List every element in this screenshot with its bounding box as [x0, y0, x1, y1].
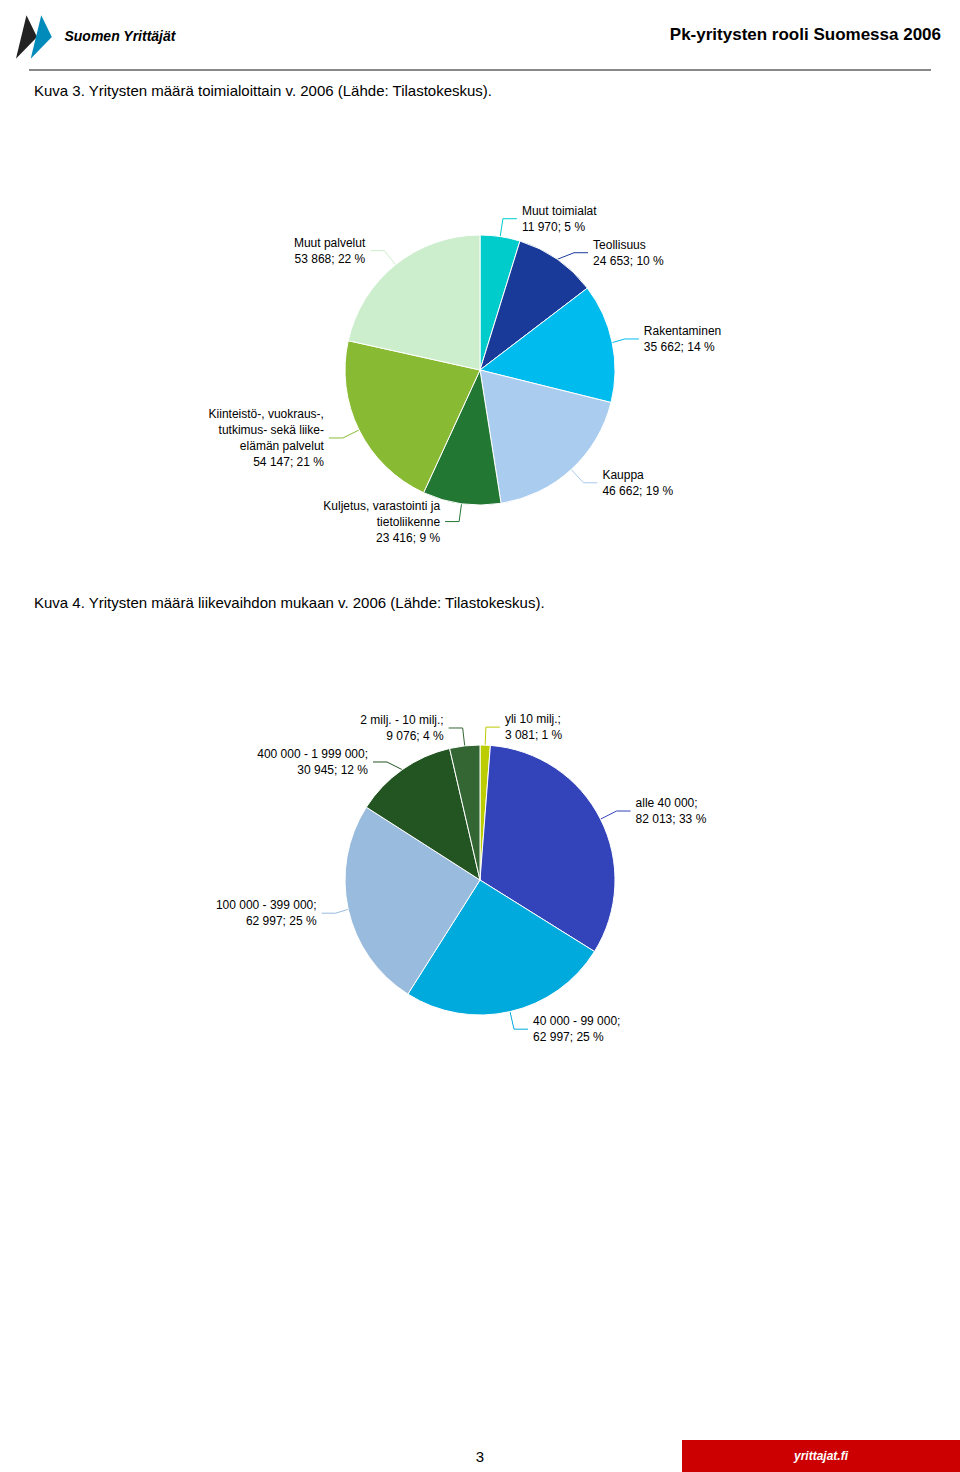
svg-text:11 970; 5 %: 11 970; 5 %: [522, 220, 585, 234]
svg-text:46 662; 19 %: 46 662; 19 %: [602, 484, 673, 498]
svg-text:35 662; 14 %: 35 662; 14 %: [644, 340, 715, 354]
svg-text:Muut toimialat: Muut toimialat: [522, 204, 597, 218]
svg-text:3 081; 1 %: 3 081; 1 %: [505, 728, 563, 742]
svg-text:Teollisuus: Teollisuus: [593, 238, 646, 252]
svg-text:Rakentaminen: Rakentaminen: [644, 324, 721, 338]
svg-text:62 997; 25 %: 62 997; 25 %: [533, 1030, 604, 1044]
svg-text:Kuva 4. Yritysten määrä liikev: Kuva 4. Yritysten määrä liikevaihdon muk…: [34, 594, 545, 611]
svg-text:2 milj. - 10 milj.;: 2 milj. - 10 milj.;: [360, 713, 443, 727]
svg-text:yrittajat.fi: yrittajat.fi: [793, 1449, 849, 1463]
svg-text:Suomen Yrittäjät: Suomen Yrittäjät: [64, 28, 176, 44]
svg-text:Kuljetus, varastointi ja: Kuljetus, varastointi ja: [323, 499, 440, 513]
svg-text:400 000 - 1 999 000;: 400 000 - 1 999 000;: [257, 747, 368, 761]
svg-text:elämän palvelut: elämän palvelut: [240, 439, 325, 453]
svg-text:Kiinteistö-, vuokraus-,: Kiinteistö-, vuokraus-,: [209, 407, 324, 421]
svg-text:100 000 - 399 000;: 100 000 - 399 000;: [216, 898, 317, 912]
svg-text:30 945; 12 %: 30 945; 12 %: [297, 763, 368, 777]
svg-text:82 013; 33 %: 82 013; 33 %: [636, 812, 707, 826]
svg-text:40 000 - 99 000;: 40 000 - 99 000;: [533, 1014, 620, 1028]
svg-text:tutkimus- sekä liike-: tutkimus- sekä liike-: [219, 423, 324, 437]
svg-text:Muut palvelut: Muut palvelut: [294, 236, 366, 250]
svg-text:Kuva 3. Yritysten määrä toimia: Kuva 3. Yritysten määrä toimialoittain v…: [34, 82, 492, 99]
svg-text:24 653; 10 %: 24 653; 10 %: [593, 254, 664, 268]
svg-text:53 868; 22 %: 53 868; 22 %: [295, 252, 366, 266]
svg-text:Kauppa: Kauppa: [602, 468, 644, 482]
svg-text:tietoliikenne: tietoliikenne: [377, 515, 441, 529]
svg-text:yli 10 milj.;: yli 10 milj.;: [505, 712, 561, 726]
svg-text:9 076; 4 %: 9 076; 4 %: [386, 729, 444, 743]
svg-text:Pk-yritysten rooli Suomessa 20: Pk-yritysten rooli Suomessa 2006: [670, 25, 941, 44]
svg-text:54 147; 21 %: 54 147; 21 %: [253, 455, 324, 469]
svg-text:alle 40 000;: alle 40 000;: [636, 796, 698, 810]
svg-text:62 997; 25 %: 62 997; 25 %: [246, 914, 317, 928]
svg-text:23 416; 9 %: 23 416; 9 %: [376, 531, 440, 545]
svg-text:3: 3: [476, 1448, 484, 1465]
